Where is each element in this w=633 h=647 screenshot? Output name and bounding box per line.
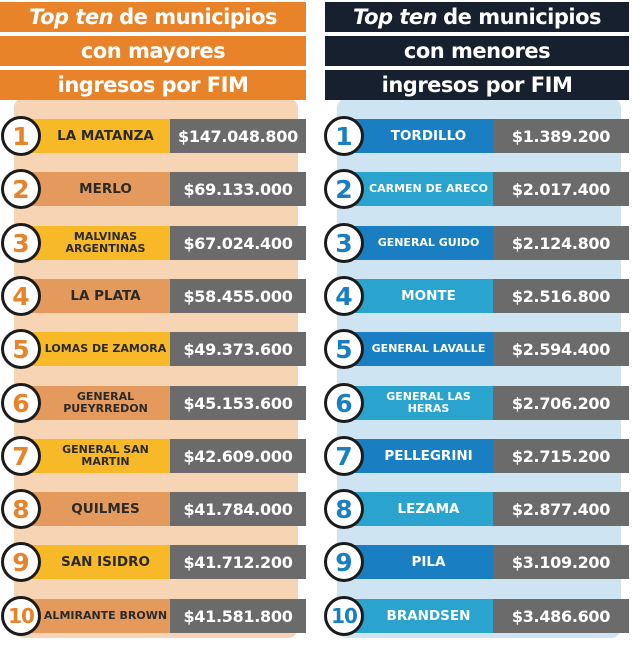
table-row: 7 GENERAL SAN MARTIN $42.609.000 — [0, 436, 310, 476]
income-value: $3.486.600 — [493, 599, 629, 633]
rank-badge: 1 — [324, 116, 364, 156]
title-line-1: Top ten de municipios — [0, 2, 306, 32]
rank-badge: 5 — [324, 329, 364, 369]
table-row: 1 TORDILLO $1.389.200 — [323, 116, 633, 156]
title-line-3: ingresos por FIM — [325, 70, 629, 100]
top-ten-lowest-panel: Top ten de municipios con menores ingres… — [323, 0, 633, 647]
table-row: 7 PELLEGRINI $2.715.200 — [323, 436, 633, 476]
municipality-name: CARMEN DE ARECO — [350, 172, 493, 206]
income-value: $2.594.400 — [493, 332, 629, 366]
rank-badge: 9 — [1, 542, 41, 582]
title-text: de municipios — [443, 5, 601, 29]
table-row: 1 LA MATANZA $147.048.800 — [0, 116, 310, 156]
rank-badge: 9 — [324, 542, 364, 582]
rank-badge: 3 — [1, 223, 41, 263]
municipality-name: PELLEGRINI — [350, 439, 493, 473]
income-value: $2.124.800 — [493, 226, 629, 260]
municipality-name: ALMIRANTE BROWN — [27, 599, 170, 633]
rank-badge: 10 — [324, 596, 364, 636]
table-row: 4 MONTE $2.516.800 — [323, 276, 633, 316]
title-line-1: Top ten de municipios — [325, 2, 629, 32]
income-value: $45.153.600 — [170, 386, 306, 420]
rank-badge: 6 — [1, 383, 41, 423]
municipality-name: LA MATANZA — [27, 119, 170, 153]
table-row: 10 BRANDSEN $3.486.600 — [323, 596, 633, 636]
municipality-name: GENERAL LAS HERAS — [350, 386, 493, 420]
rank-badge: 7 — [1, 436, 41, 476]
rank-badge: 4 — [1, 276, 41, 316]
municipality-name: GENERAL PUEYRREDON — [27, 386, 170, 420]
table-row: 2 MERLO $69.133.000 — [0, 169, 310, 209]
title-emphasis: Top ten — [353, 5, 438, 29]
municipality-name: QUILMES — [27, 492, 170, 526]
municipality-name: SAN ISIDRO — [27, 545, 170, 579]
income-value: $41.712.200 — [170, 545, 306, 579]
rank-badge: 2 — [1, 169, 41, 209]
income-value: $69.133.000 — [170, 172, 306, 206]
income-value: $2.706.200 — [493, 386, 629, 420]
income-value: $147.048.800 — [170, 119, 306, 153]
table-row: 6 GENERAL LAS HERAS $2.706.200 — [323, 383, 633, 423]
municipality-name: MERLO — [27, 172, 170, 206]
table-row: 5 GENERAL LAVALLE $2.594.400 — [323, 329, 633, 369]
municipality-name: LOMAS DE ZAMORA — [27, 332, 170, 366]
rank-badge: 8 — [1, 489, 41, 529]
table-row: 2 CARMEN DE ARECO $2.017.400 — [323, 169, 633, 209]
income-value: $2.516.800 — [493, 279, 629, 313]
rank-badge: 10 — [1, 596, 41, 636]
title-line-3: ingresos por FIM — [0, 70, 306, 100]
table-row: 10 ALMIRANTE BROWN $41.581.800 — [0, 596, 310, 636]
table-row: 3 GENERAL GUIDO $2.124.800 — [323, 223, 633, 263]
municipality-name: TORDILLO — [350, 119, 493, 153]
rank-badge: 5 — [1, 329, 41, 369]
income-value: $41.784.000 — [170, 492, 306, 526]
title-line-2: con menores — [325, 36, 629, 66]
title-line-2: con mayores — [0, 36, 306, 66]
rank-badge: 6 — [324, 383, 364, 423]
rank-badge: 8 — [324, 489, 364, 529]
income-value: $2.877.400 — [493, 492, 629, 526]
income-value: $67.024.400 — [170, 226, 306, 260]
title-emphasis: Top ten — [29, 5, 114, 29]
income-value: $1.389.200 — [493, 119, 629, 153]
rank-badge: 7 — [324, 436, 364, 476]
income-value: $42.609.000 — [170, 439, 306, 473]
municipality-name: PILA — [350, 545, 493, 579]
municipality-name: LEZAMA — [350, 492, 493, 526]
municipality-name: LA PLATA — [27, 279, 170, 313]
rank-badge: 4 — [324, 276, 364, 316]
title-text: de municipios — [119, 5, 277, 29]
municipality-name: GENERAL SAN MARTIN — [27, 439, 170, 473]
table-row: 9 PILA $3.109.200 — [323, 542, 633, 582]
table-row: 8 LEZAMA $2.877.400 — [323, 489, 633, 529]
municipality-name: GENERAL GUIDO — [350, 226, 493, 260]
top-ten-highest-panel: Top ten de municipios con mayores ingres… — [0, 0, 310, 647]
rank-badge: 1 — [1, 116, 41, 156]
municipality-name: GENERAL LAVALLE — [350, 332, 493, 366]
income-value: $41.581.800 — [170, 599, 306, 633]
table-row: 5 LOMAS DE ZAMORA $49.373.600 — [0, 329, 310, 369]
income-value: $2.017.400 — [493, 172, 629, 206]
municipality-name: MALVINAS ARGENTINAS — [27, 226, 170, 260]
municipality-name: MONTE — [350, 279, 493, 313]
table-row: 9 SAN ISIDRO $41.712.200 — [0, 542, 310, 582]
table-row: 6 GENERAL PUEYRREDON $45.153.600 — [0, 383, 310, 423]
income-value: $49.373.600 — [170, 332, 306, 366]
income-value: $2.715.200 — [493, 439, 629, 473]
table-row: 3 MALVINAS ARGENTINAS $67.024.400 — [0, 223, 310, 263]
municipality-name: BRANDSEN — [350, 599, 493, 633]
rank-badge: 2 — [324, 169, 364, 209]
income-value: $58.455.000 — [170, 279, 306, 313]
table-row: 8 QUILMES $41.784.000 — [0, 489, 310, 529]
table-row: 4 LA PLATA $58.455.000 — [0, 276, 310, 316]
income-value: $3.109.200 — [493, 545, 629, 579]
rank-badge: 3 — [324, 223, 364, 263]
